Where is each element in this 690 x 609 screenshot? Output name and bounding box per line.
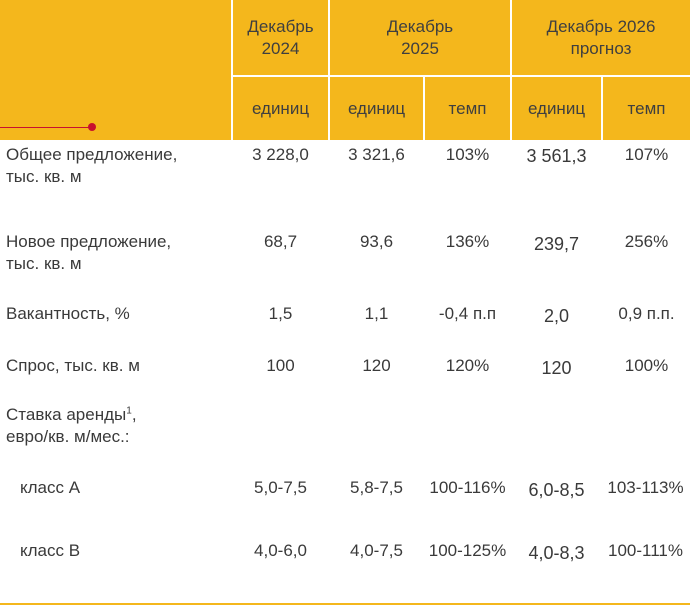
row-label-rent-rate: Ставка аренды1, евро/кв. м/мес.:	[6, 404, 137, 448]
cell-vacancy-2024: 1,5	[268, 304, 293, 323]
cell-total-supply-rate-2025: 103%	[445, 145, 490, 164]
row-label-total-supply: Общее предложение, тыс. кв. м	[6, 145, 178, 186]
cell-total-supply-rate-2026: 107%	[624, 145, 669, 164]
cell-class-b-2024: 4,0-6,0	[254, 541, 307, 560]
cell-new-supply-2026: 239,7	[533, 234, 580, 254]
cell-class-b-rate-2025: 100-125%	[428, 541, 507, 560]
cell-vacancy-rate-2026: 0,9 п.п.	[618, 304, 675, 323]
cell-class-b-2025: 4,0-7,5	[350, 541, 403, 560]
cell-new-supply-rate-2026: 256%	[624, 232, 669, 251]
cell-demand-rate-2026: 100%	[624, 356, 669, 375]
header-divider	[231, 0, 233, 140]
header-divider	[510, 0, 512, 140]
cell-class-a-rate-2026: 103-113%	[607, 478, 684, 497]
subheader-rate-2025: темп	[448, 98, 487, 118]
header-divider	[233, 75, 690, 77]
cell-class-b-rate-2026: 100-111%	[608, 541, 683, 560]
cell-class-a-2024: 5,0-7,5	[254, 478, 307, 497]
subheader-rate-2026: темп	[627, 98, 666, 118]
cell-total-supply-2026: 3 561,3	[526, 146, 587, 166]
footnote-mark: 1	[126, 405, 132, 417]
cell-new-supply-2024: 68,7	[263, 232, 298, 251]
cell-demand-2024: 100	[266, 356, 295, 375]
rent-label-units: евро/кв. м/мес.:	[6, 427, 130, 446]
rent-label-text: Ставка аренды	[6, 405, 127, 424]
header-divider	[328, 0, 330, 140]
subheader-units-2026: единиц	[527, 98, 586, 118]
column-header-2026: Декабрь 2026 прогноз	[546, 16, 656, 58]
cell-vacancy-rate-2025: -0,4 п.п	[438, 304, 497, 323]
bottom-rule	[0, 603, 690, 605]
cell-class-a-rate-2025: 100-116%	[429, 478, 506, 497]
cell-vacancy-2026: 2,0	[543, 306, 570, 326]
accent-line	[0, 127, 92, 128]
cell-demand-2026: 120	[541, 358, 572, 378]
column-header-2024: Декабрь 2024	[247, 16, 314, 58]
subheader-units-2024: единиц	[251, 98, 310, 118]
cell-new-supply-rate-2025: 136%	[445, 232, 490, 251]
cell-vacancy-2025: 1,1	[364, 304, 389, 323]
cell-class-a-2025: 5,8-7,5	[350, 478, 403, 497]
row-label-class-a: класс А	[20, 478, 81, 497]
row-label-new-supply: Новое предложение, тыс. кв. м	[6, 232, 172, 273]
row-label-class-b: класс В	[20, 541, 81, 560]
header-divider	[601, 76, 603, 140]
rent-label-comma: ,	[131, 405, 137, 424]
subheader-units-2025: единиц	[347, 98, 406, 118]
accent-dot	[88, 123, 96, 131]
header-divider	[423, 76, 425, 140]
cell-class-a-2026: 6,0-8,5	[528, 480, 585, 500]
cell-class-b-2026: 4,0-8,3	[528, 543, 585, 563]
cell-total-supply-2024: 3 228,0	[252, 145, 309, 164]
cell-demand-2025: 120	[362, 356, 391, 375]
column-header-2025: Декабрь 2025	[386, 16, 454, 58]
cell-new-supply-2025: 93,6	[359, 232, 394, 251]
row-label-demand: Спрос, тыс. кв. м	[6, 356, 140, 375]
table-header	[0, 0, 690, 140]
row-label-vacancy: Вакантность, %	[6, 304, 130, 323]
cell-demand-rate-2025: 120%	[445, 356, 490, 375]
cell-total-supply-2025: 3 321,6	[348, 145, 405, 164]
